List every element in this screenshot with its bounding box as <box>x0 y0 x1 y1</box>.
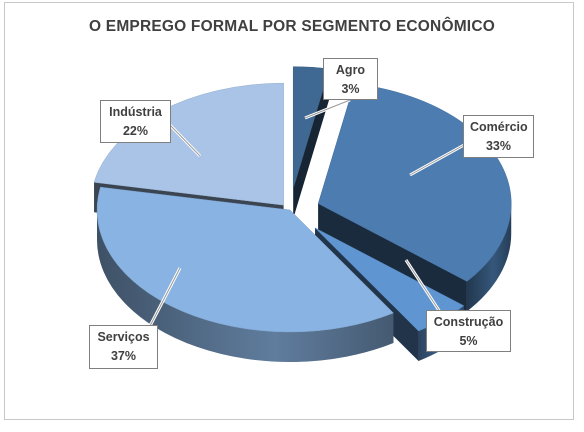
category-label-industria: Indústria <box>109 105 162 119</box>
leader-line-agro <box>304 99 351 119</box>
data-label-agro: Agro 3% <box>323 58 378 100</box>
leader-line-comercio <box>409 144 465 176</box>
pie-slice-comercio <box>317 83 512 282</box>
pie-side-servicos <box>97 210 394 362</box>
data-label-industria: Indústria 22% <box>100 100 171 143</box>
value-label-industria: 22% <box>122 124 149 138</box>
data-label-comercio: Comércio 33% <box>463 115 534 158</box>
value-label-comercio: 33% <box>485 139 512 153</box>
value-label-servicos: 37% <box>110 349 137 363</box>
value-label-construcao: 5% <box>459 334 478 348</box>
leader-line-servicos <box>149 267 181 327</box>
data-label-construcao: Construção 5% <box>426 310 511 352</box>
data-label-servicos: Serviços 37% <box>89 325 158 369</box>
pie-face-comercio-1 <box>318 203 467 312</box>
category-label-agro: Agro <box>335 63 366 77</box>
chart-title: O EMPREGO FORMAL POR SEGMENTO ECONÔMICO <box>89 18 495 35</box>
pie-face-agro-1 <box>293 68 330 219</box>
pie-side-comercio <box>466 203 512 312</box>
category-label-comercio: Comércio <box>470 120 528 134</box>
leader-line-industria <box>169 124 201 157</box>
category-label-construcao: Construção <box>433 315 504 329</box>
pie-slice-servicos <box>96 186 394 333</box>
leader-line-construcao <box>405 259 441 313</box>
value-label-agro: 3% <box>341 82 360 96</box>
category-label-servicos: Serviços <box>97 330 150 344</box>
